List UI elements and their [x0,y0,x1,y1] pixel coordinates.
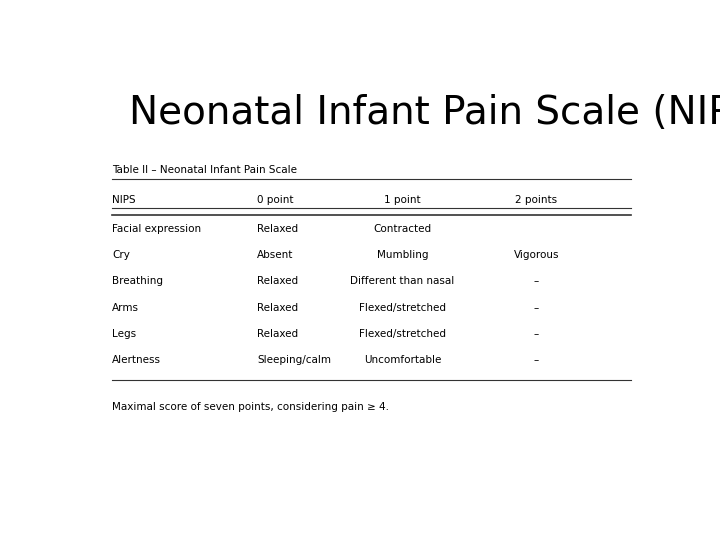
Text: Facial expression: Facial expression [112,224,202,234]
Text: NIPS: NIPS [112,195,136,205]
Text: Different than nasal: Different than nasal [351,276,454,286]
Text: Flexed/stretched: Flexed/stretched [359,302,446,313]
Text: –: – [534,302,539,313]
Text: Relaxed: Relaxed [258,276,299,286]
Text: Vigorous: Vigorous [513,250,559,260]
Text: Table II – Neonatal Infant Pain Scale: Table II – Neonatal Infant Pain Scale [112,165,297,175]
Text: 2 points: 2 points [516,195,557,205]
Text: Relaxed: Relaxed [258,224,299,234]
Text: Breathing: Breathing [112,276,163,286]
Text: 0 point: 0 point [258,195,294,205]
Text: Flexed/stretched: Flexed/stretched [359,329,446,339]
Text: Neonatal Infant Pain Scale (NIPS): Neonatal Infant Pain Scale (NIPS) [129,94,720,132]
Text: Contracted: Contracted [374,224,431,234]
Text: –: – [534,276,539,286]
Text: Alertness: Alertness [112,355,161,365]
Text: Legs: Legs [112,329,137,339]
Text: Maximal score of seven points, considering pain ≥ 4.: Maximal score of seven points, consideri… [112,402,390,412]
Text: Uncomfortable: Uncomfortable [364,355,441,365]
Text: –: – [534,355,539,365]
Text: Cry: Cry [112,250,130,260]
Text: –: – [534,329,539,339]
Text: Arms: Arms [112,302,140,313]
Text: Absent: Absent [258,250,294,260]
Text: Relaxed: Relaxed [258,302,299,313]
Text: Relaxed: Relaxed [258,329,299,339]
Text: Sleeping/calm: Sleeping/calm [258,355,331,365]
Text: 1 point: 1 point [384,195,420,205]
Text: Mumbling: Mumbling [377,250,428,260]
